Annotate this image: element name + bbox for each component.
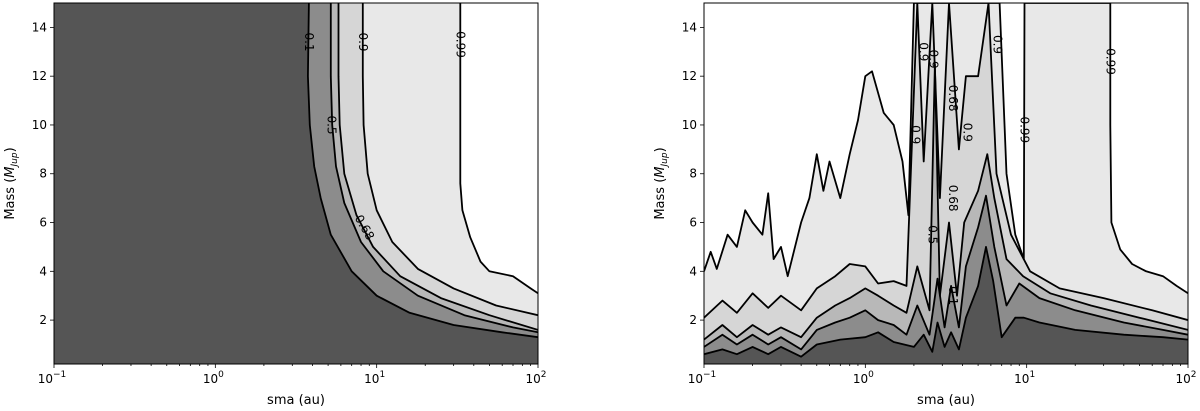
region-below-0.1 bbox=[54, 3, 538, 364]
contour-label: 0.99 bbox=[1018, 116, 1032, 143]
y-tick-label: 12 bbox=[32, 69, 47, 83]
x-axis-label: sma (au) bbox=[917, 393, 975, 408]
x-tick-label: 101 bbox=[1014, 370, 1035, 386]
contour-label: 0.99 bbox=[453, 31, 467, 58]
contour-chart-right: 0.90.90.90.680.90.90.990.990.680.50.110−… bbox=[653, 2, 1197, 408]
x-axis-label: sma (au) bbox=[267, 393, 325, 408]
contour-label: 0.9 bbox=[991, 35, 1005, 54]
contour-line-0.1 bbox=[307, 3, 538, 339]
svg-text:0.68: 0.68 bbox=[946, 85, 960, 112]
svg-text:0.99: 0.99 bbox=[1018, 116, 1032, 143]
contour-label: 0.99 bbox=[1103, 48, 1117, 75]
y-tick-label: 6 bbox=[39, 216, 47, 230]
x-tick-label: 10−1 bbox=[688, 370, 717, 386]
y-tick-label: 8 bbox=[689, 167, 697, 181]
plot-area: 0.90.90.90.680.90.90.990.990.680.50.1 bbox=[704, 3, 1188, 364]
svg-text:0.9: 0.9 bbox=[991, 35, 1005, 54]
svg-text:0.1: 0.1 bbox=[946, 286, 960, 305]
contour-line-0.5 bbox=[329, 3, 538, 334]
x-tick-label: 102 bbox=[1175, 370, 1196, 386]
x-tick-label: 100 bbox=[203, 370, 224, 386]
y-axis-label: Mass (MJup) bbox=[3, 147, 20, 219]
contour-label: 0.5 bbox=[925, 225, 939, 244]
contour-label: 0.9 bbox=[961, 123, 975, 142]
svg-text:0.1: 0.1 bbox=[302, 32, 316, 51]
svg-text:0.68: 0.68 bbox=[946, 185, 960, 212]
contour-line-0.99 bbox=[459, 3, 538, 295]
contour-label: 0.1 bbox=[946, 286, 960, 305]
region-below-0.5 bbox=[704, 195, 1188, 364]
svg-text:0.9: 0.9 bbox=[909, 125, 923, 144]
x-tick-label: 10−1 bbox=[38, 370, 67, 386]
svg-text:0.5: 0.5 bbox=[325, 115, 339, 134]
contour-label: 0.68 bbox=[946, 85, 960, 112]
chart-panel-left: 0.1 0.5 0.68 0.9 0.99 10−1 100 101 102 2 4 6 8 10 12 14… bbox=[3, 2, 547, 408]
svg-text:0.9: 0.9 bbox=[917, 42, 931, 61]
region-below-0.9 bbox=[704, 3, 1188, 364]
y-tick-label: 4 bbox=[689, 264, 697, 278]
y-tick-label: 14 bbox=[682, 20, 697, 34]
contour-line-0.5 bbox=[704, 194, 1188, 351]
svg-text:0.5: 0.5 bbox=[925, 225, 939, 244]
region-below-0.1 bbox=[704, 246, 1188, 364]
contour-label: 0.9 bbox=[917, 42, 931, 61]
axes-frame bbox=[53, 2, 539, 365]
contour-label: 0.5 bbox=[325, 115, 339, 134]
y-tick-label: 14 bbox=[32, 20, 47, 34]
y-tick-label: 10 bbox=[32, 118, 47, 132]
y-tick-label: 6 bbox=[689, 216, 697, 230]
contour-line-0.68 bbox=[337, 3, 538, 331]
contour-label: 0.9 bbox=[356, 32, 370, 51]
contour-line-0.68 bbox=[704, 63, 1188, 341]
contour-label: 0.9 bbox=[927, 50, 941, 69]
contour-label: 0.9 bbox=[909, 125, 923, 144]
contour-label: 0.1 bbox=[302, 32, 316, 51]
contour-line-0.9 bbox=[704, 3, 1188, 321]
svg-text:0.9: 0.9 bbox=[961, 123, 975, 142]
svg-text:0.99: 0.99 bbox=[453, 31, 467, 58]
y-tick-label: 10 bbox=[682, 118, 697, 132]
x-tick-label: 102 bbox=[525, 370, 546, 386]
svg-text:0.99: 0.99 bbox=[1103, 48, 1117, 75]
axes-frame bbox=[703, 2, 1189, 365]
x-tick-label: 101 bbox=[364, 370, 385, 386]
contour-line-0.99 bbox=[704, 3, 1188, 295]
contour-line-0.1 bbox=[704, 246, 1188, 358]
plot-area: 0.10.50.680.9 0.99 bbox=[54, 3, 538, 364]
chart-panel-right: 0.9 0.9 0.9 0.68 0.9 0.9 0.99 0.99 0.68 0.5 0.1 10−… bbox=[600, 0, 1200, 411]
y-tick-label: 2 bbox=[689, 313, 697, 327]
contour-label: 0.68 bbox=[946, 185, 960, 212]
svg-text:0.9: 0.9 bbox=[927, 50, 941, 69]
y-tick-label: 8 bbox=[39, 167, 47, 181]
svg-text:0.9: 0.9 bbox=[356, 32, 370, 51]
contour-line-0.9 bbox=[361, 3, 538, 317]
y-tick-label: 2 bbox=[39, 313, 47, 327]
y-tick-label: 4 bbox=[39, 264, 47, 278]
x-tick-label: 100 bbox=[853, 370, 874, 386]
y-axis-label: Mass (MJup) bbox=[653, 147, 670, 219]
y-tick-label: 12 bbox=[682, 69, 697, 83]
